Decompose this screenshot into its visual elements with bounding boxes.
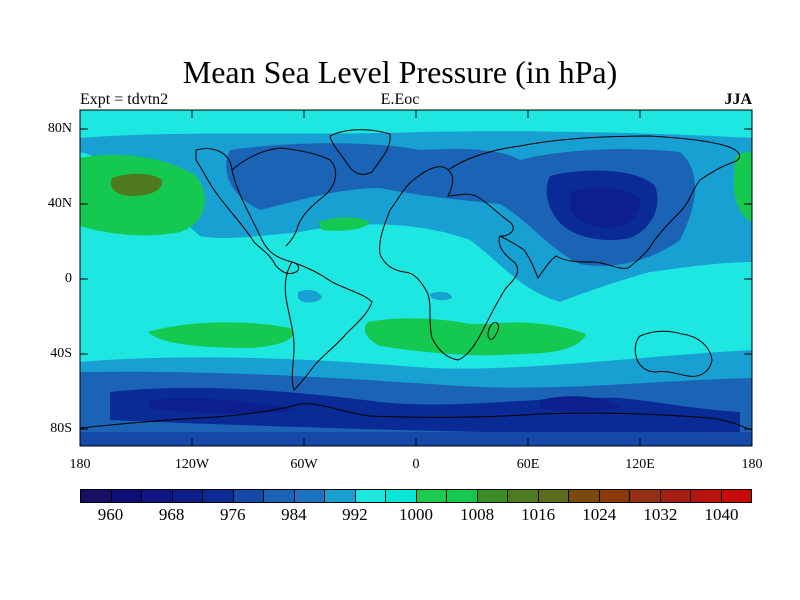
contour-992-brazil <box>298 290 322 303</box>
season-label: JJA <box>724 91 752 108</box>
colorbar-box <box>447 490 478 502</box>
colorbar-label: 1040 <box>704 505 739 524</box>
colorbar-box <box>81 490 112 502</box>
colorbar-box <box>630 490 661 502</box>
lon-label-120w: 120W <box>174 457 210 472</box>
colorbar-box <box>538 490 569 502</box>
lon-label-180e: 180 <box>741 457 763 472</box>
axis-ticks <box>80 110 752 446</box>
colorbar <box>80 489 752 503</box>
colorbar-box <box>325 490 356 502</box>
lat-label-80s: 80S <box>50 421 72 436</box>
madagascar-coast <box>487 321 499 340</box>
contour-1008-sepacific <box>148 322 293 348</box>
contour-968-south <box>150 396 620 414</box>
colorbar-box <box>508 490 539 502</box>
lat-label-40n: 40N <box>47 196 72 211</box>
lat-label-80n: 80N <box>47 121 72 136</box>
contour-1008-satlantic <box>364 318 586 356</box>
lat-label-0: 0 <box>65 271 72 286</box>
colorbar-label: 992 <box>342 505 368 524</box>
colorbar-box <box>142 490 173 502</box>
colorbar-label: 1016 <box>521 505 556 524</box>
australia-coast <box>634 330 713 377</box>
colorbar-box <box>203 490 234 502</box>
colorbar-box <box>416 490 447 502</box>
contour-1008-azores <box>318 217 370 231</box>
colorbar-box <box>264 490 295 502</box>
lon-label-120e: 120E <box>625 457 655 472</box>
contour-968-asia <box>570 187 641 228</box>
colorbar-box <box>355 490 386 502</box>
antarctica-coast <box>80 403 752 431</box>
colorbar-box <box>386 490 417 502</box>
lon-label-60e: 60E <box>516 457 540 472</box>
colorbar-label: 968 <box>158 505 185 524</box>
colorbar-label: 984 <box>281 505 307 524</box>
contour-992-africa <box>430 291 452 301</box>
colorbar-box <box>691 490 722 502</box>
colorbar-label: 1024 <box>582 505 617 524</box>
colorbar-box <box>721 490 751 502</box>
colorbar-box <box>569 490 600 502</box>
colorbar-label: 1032 <box>643 505 678 524</box>
colorbar-box <box>294 490 325 502</box>
chart-title: Mean Sea Level Pressure (in hPa) <box>182 54 618 90</box>
contour-1016-pacific <box>110 173 163 196</box>
lon-label-60w: 60W <box>290 457 318 472</box>
europe-africa-coast <box>379 166 519 361</box>
center-label: E.Eoc <box>380 91 420 108</box>
south-america-coast <box>284 261 373 391</box>
colorbar-box <box>111 490 142 502</box>
lon-label-180w: 180 <box>69 457 91 472</box>
colorbar-box <box>660 490 691 502</box>
colorbar-label: 976 <box>219 505 246 524</box>
colorbar-box <box>477 490 508 502</box>
colorbar-label: 960 <box>97 505 124 524</box>
experiment-label: Expt = tdvtn2 <box>80 91 169 108</box>
colorbar-box <box>172 490 203 502</box>
north-america-coast <box>195 147 337 275</box>
asia-coast <box>447 135 741 280</box>
colorbar-box <box>233 490 264 502</box>
colorbar-label: 1008 <box>460 505 495 524</box>
coastlines <box>80 129 752 431</box>
lat-label-40s: 40S <box>50 346 72 361</box>
greenland-coast <box>329 129 391 175</box>
colorbar-label: 1000 <box>399 505 433 524</box>
colorbar-box <box>599 490 630 502</box>
lon-label-0: 0 <box>412 457 420 472</box>
